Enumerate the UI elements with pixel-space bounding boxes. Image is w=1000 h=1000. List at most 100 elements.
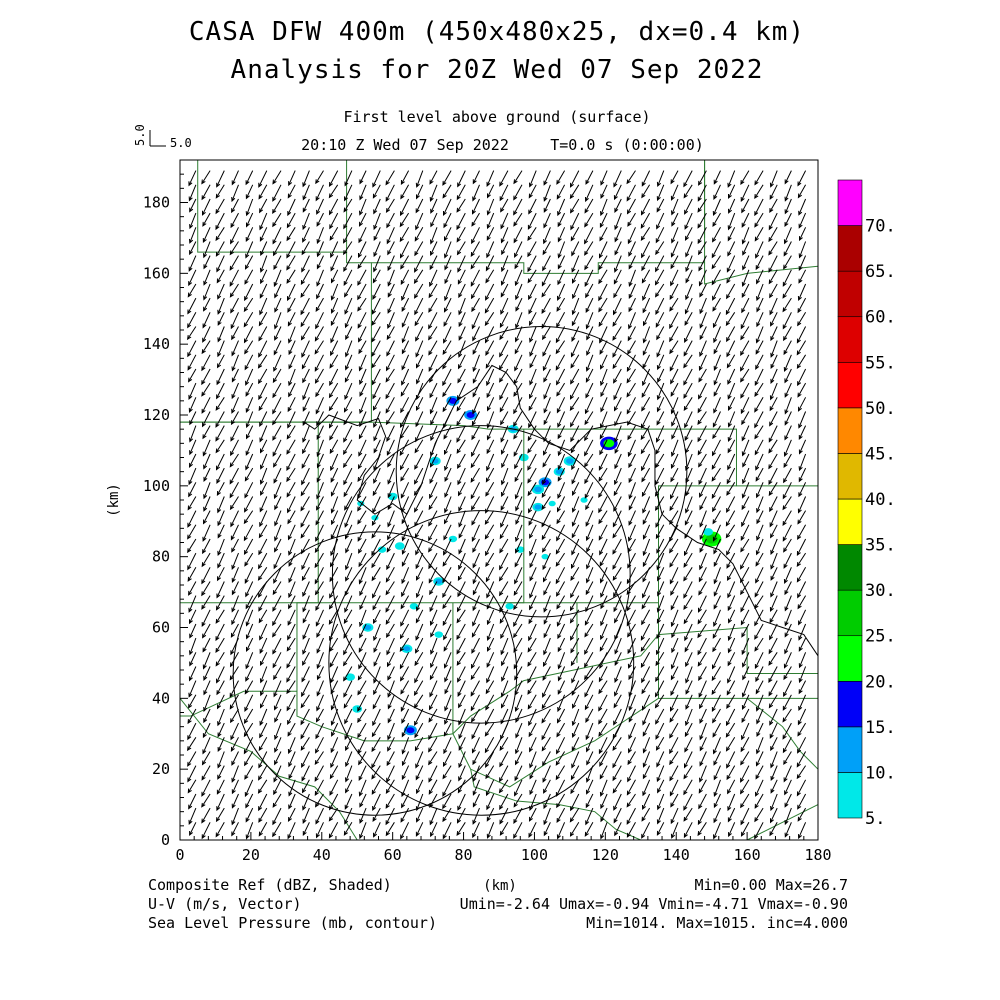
wind-vector xyxy=(713,779,721,797)
wind-vector xyxy=(797,807,807,822)
wind-vector xyxy=(385,581,395,596)
wind-vector xyxy=(187,510,197,528)
wind-vector xyxy=(229,241,239,256)
wind-vector xyxy=(782,694,792,711)
wind-vector xyxy=(301,765,310,782)
wind-vector xyxy=(243,737,254,755)
wind-vector xyxy=(287,623,296,641)
wind-vector xyxy=(344,595,353,613)
echo-cell xyxy=(548,500,556,507)
wind-vector xyxy=(457,482,466,497)
wind-vector xyxy=(372,184,381,199)
wind-vector xyxy=(272,397,282,415)
wind-vector xyxy=(727,652,736,667)
wind-vector xyxy=(641,397,651,412)
wind-vector xyxy=(685,269,693,284)
wind-vector xyxy=(770,737,778,752)
wind-vector xyxy=(570,779,580,795)
wind-vector xyxy=(626,354,636,373)
wind-vector xyxy=(543,793,551,810)
wind-vector xyxy=(456,609,466,624)
wind-vector xyxy=(501,666,509,682)
wind-vector xyxy=(529,326,537,343)
wind-vector xyxy=(784,368,792,384)
wind-vector xyxy=(385,170,395,186)
wind-vector xyxy=(187,283,197,298)
wind-vector xyxy=(456,425,466,443)
wind-vector xyxy=(415,212,424,231)
wind-vector xyxy=(315,708,324,723)
wind-vector xyxy=(614,227,622,243)
wind-vector xyxy=(442,340,452,355)
wind-vector xyxy=(456,241,466,256)
wind-vector xyxy=(599,538,608,556)
wind-vector xyxy=(328,822,339,839)
wind-vector xyxy=(557,666,566,682)
wind-vector xyxy=(513,807,523,825)
wind-vector xyxy=(400,822,410,840)
wind-vector xyxy=(343,666,353,682)
wind-vector xyxy=(499,807,509,825)
wind-vector xyxy=(669,765,679,782)
wind-vector xyxy=(444,496,452,514)
wind-vector xyxy=(373,227,381,242)
wind-vector xyxy=(215,623,225,642)
wind-vector xyxy=(328,411,339,429)
wind-vector xyxy=(613,807,622,824)
wind-vector xyxy=(627,623,636,638)
wind-vector xyxy=(697,637,707,656)
wind-vector xyxy=(570,425,580,443)
wind-vector xyxy=(671,425,679,440)
wind-vector xyxy=(697,439,707,456)
wind-vector xyxy=(541,722,551,741)
wind-vector xyxy=(499,170,509,187)
wind-vector xyxy=(769,595,778,613)
wind-vector xyxy=(188,382,197,400)
wind-vector xyxy=(329,581,339,599)
wind-vector xyxy=(201,609,211,628)
wind-vector xyxy=(669,751,679,766)
wind-vector xyxy=(415,552,424,570)
wind-vector xyxy=(274,283,282,299)
wind-vector xyxy=(372,793,381,812)
wind-vector xyxy=(584,822,594,837)
wind-vector xyxy=(782,524,792,542)
wind-vector xyxy=(528,496,537,514)
echo-core xyxy=(406,727,415,734)
wind-vector xyxy=(428,510,438,527)
wind-vector xyxy=(245,609,254,627)
wind-vector xyxy=(698,170,707,186)
wind-vector xyxy=(740,326,750,341)
wind-vector xyxy=(273,567,282,584)
wind-vector xyxy=(655,652,665,667)
wind-vector xyxy=(314,538,324,553)
wind-vector xyxy=(189,637,197,656)
wind-vector xyxy=(683,609,693,625)
wind-vector xyxy=(316,283,324,300)
wind-vector xyxy=(387,467,395,485)
wind-vector xyxy=(584,411,594,426)
wind-vector xyxy=(683,552,693,568)
wind-vector xyxy=(373,822,381,838)
wind-vector xyxy=(430,212,438,228)
wind-vector xyxy=(470,666,480,681)
echo-cell xyxy=(394,542,405,550)
wind-vector xyxy=(302,822,310,837)
wind-vector xyxy=(400,397,410,414)
wind-vector xyxy=(387,708,395,724)
wind-vector xyxy=(614,439,622,454)
wind-vector xyxy=(245,453,254,471)
wind-vector xyxy=(359,382,367,397)
wind-vector xyxy=(201,581,211,597)
wind-vector xyxy=(783,751,792,766)
wind-vector xyxy=(670,822,679,839)
wind-vector xyxy=(484,510,495,525)
wind-vector xyxy=(755,567,764,584)
wind-vector xyxy=(286,453,296,472)
wind-vector xyxy=(529,779,537,796)
wind-vector xyxy=(529,793,537,811)
wind-vector xyxy=(457,170,466,188)
wind-vector xyxy=(514,482,523,500)
wind-vector xyxy=(274,312,282,330)
wind-vector xyxy=(231,184,239,203)
